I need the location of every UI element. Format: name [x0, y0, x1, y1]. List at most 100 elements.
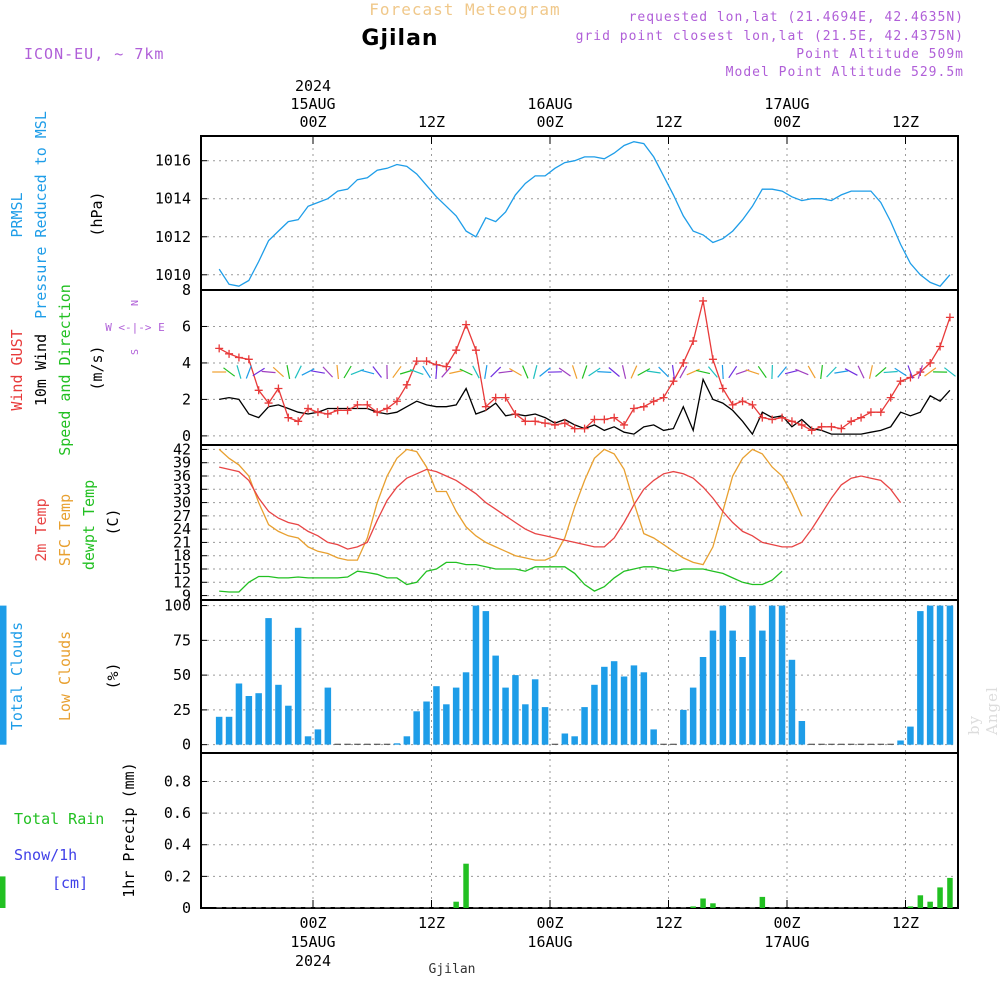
wind-gust-line-marker [649, 397, 658, 406]
wind-direction-arrow [399, 369, 414, 375]
y-tick-label: 50 [173, 666, 191, 684]
rain-bar [581, 907, 588, 909]
y-tick-label: 75 [173, 631, 191, 649]
total-cloud-bar [314, 729, 322, 745]
y-tick-label: 39 [173, 454, 191, 472]
rain-bar [670, 907, 677, 909]
rain-bar [641, 907, 647, 909]
rain-bar [759, 896, 766, 908]
wind-direction-arrow [621, 365, 627, 379]
wind-gust-line-marker [363, 400, 372, 409]
pressure-label-msl: Pressure Reduced to MSL [32, 111, 50, 319]
total-cloud-bar [887, 743, 894, 745]
wind-gust-line-marker [550, 420, 559, 429]
top-time-label: 00Z [299, 113, 326, 131]
total-cloud-bar [640, 672, 648, 745]
wind-direction-arrow [294, 365, 302, 379]
rain-bar [749, 907, 756, 909]
total-cloud-bar [492, 655, 499, 745]
wind-direction-arrow [532, 365, 538, 379]
rain-bar [285, 907, 292, 909]
wind-direction-arrow [826, 366, 837, 378]
total-clouds-label: Total Clouds [8, 622, 26, 730]
total-cloud-bar [838, 743, 845, 745]
wind-direction-arrow [637, 368, 651, 376]
wind-gust-line-marker [234, 353, 243, 362]
y-tick-label: 15 [173, 560, 191, 578]
dewpt-temp-line [219, 561, 783, 593]
rain-bar [394, 907, 400, 909]
total-cloud-bar [897, 740, 904, 745]
rain-bar [611, 907, 617, 909]
total-cloud-bar [373, 743, 381, 745]
wind-direction-arrow [558, 367, 571, 377]
rain-bar [937, 887, 943, 908]
model-label: ICON-EU, ~ 7km [24, 45, 165, 63]
rain-bar [413, 907, 420, 909]
temp-2m-line [219, 466, 902, 550]
wind-gust-line-marker [718, 384, 727, 393]
wind-direction-arrow [422, 365, 431, 379]
y-tick-label: 42 [173, 440, 191, 458]
y-tick-label: 1014 [155, 190, 191, 208]
wind-direction-arrow [441, 366, 452, 378]
rain-bar [848, 907, 854, 909]
rain-bar [404, 907, 410, 909]
total-cloud-bar [926, 605, 934, 745]
wind-direction-arrow [223, 367, 236, 377]
wind-gust-line [218, 300, 951, 432]
top-time-label: 12Z [418, 113, 445, 131]
wind-direction-arrow [924, 367, 937, 377]
total-cloud-bar [413, 711, 420, 745]
y-tick-label: 21 [173, 533, 191, 551]
wind-gust-line-marker [501, 393, 510, 402]
total-cloud-bar [393, 743, 401, 745]
y-tick-label: 25 [173, 701, 191, 719]
total-cloud-bar [304, 736, 312, 745]
rain-bar [325, 907, 331, 909]
total-cloud-bar [383, 743, 391, 745]
rain-bar [947, 877, 953, 908]
wind-direction-arrow [679, 365, 688, 379]
wind-gust-line-marker [866, 408, 875, 417]
wind-direction-arrow [658, 366, 669, 378]
wind-direction-arrow [571, 365, 578, 379]
wind-direction-arrow [522, 365, 529, 379]
total-cloud-bar [591, 684, 598, 745]
wind-direction-arrow [857, 365, 865, 379]
rain-bar [354, 907, 361, 909]
rain-bar [522, 907, 529, 909]
total-cloud-bar [610, 661, 618, 745]
low-clouds-label: Low Clouds [56, 631, 74, 721]
total-cloud-bar [946, 605, 954, 745]
wind-direction-arrow [875, 366, 887, 378]
total-cloud-bar [689, 687, 697, 745]
wind-direction-arrow [597, 371, 612, 373]
bottom-time-label: 00Z [536, 914, 563, 932]
total-cloud-bar [275, 684, 282, 745]
rain-bar [700, 898, 706, 908]
bottom-time-label: 12Z [418, 914, 445, 932]
wind-gust-line-marker [284, 413, 293, 422]
wind-10m-label: 10m Wind [32, 334, 50, 406]
panel-frame [200, 752, 959, 909]
wind-gust-line-marker [264, 399, 273, 408]
wind-gust-line-marker [323, 410, 332, 418]
wind-gust-line-marker [560, 419, 569, 428]
total-cloud-bar [482, 611, 490, 745]
rain-bar [542, 907, 548, 909]
rain-bar [255, 907, 262, 909]
wind-direction-arrow [484, 365, 488, 379]
wind-direction-arrow [272, 366, 285, 378]
total-cloud-bar [778, 605, 786, 745]
total-cloud-bar [541, 707, 549, 745]
wind-gust-line-marker [422, 357, 431, 366]
bottom-time-label: 12Z [892, 914, 919, 932]
total-cloud-bar [818, 743, 825, 745]
wind-direction-arrow [820, 365, 823, 379]
wind-direction-arrow [696, 369, 711, 375]
wind-direction-arrow [252, 367, 265, 377]
temp-2m-label: 2m Temp [32, 498, 50, 561]
wind-gust-line-marker [945, 313, 954, 322]
wind-direction-arrow [343, 365, 352, 379]
